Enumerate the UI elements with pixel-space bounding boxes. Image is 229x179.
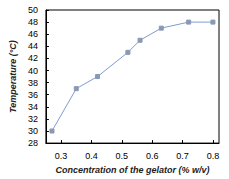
svg-text:50: 50 [28, 5, 38, 15]
svg-text:0.4: 0.4 [85, 151, 98, 161]
svg-text:36: 36 [28, 90, 38, 100]
svg-text:42: 42 [28, 53, 38, 63]
svg-text:48: 48 [28, 17, 38, 27]
svg-text:44: 44 [28, 41, 38, 51]
svg-text:38: 38 [28, 78, 38, 88]
svg-text:0.7: 0.7 [176, 151, 189, 161]
svg-text:30: 30 [28, 126, 38, 136]
svg-text:40: 40 [28, 66, 38, 76]
svg-text:46: 46 [28, 29, 38, 39]
svg-text:Temperature (°C): Temperature (°C) [8, 40, 18, 113]
svg-text:0.5: 0.5 [116, 151, 129, 161]
svg-text:Concentration of the gelator (: Concentration of the gelator (% w/v) [55, 165, 209, 175]
svg-text:0.8: 0.8 [207, 151, 220, 161]
svg-text:34: 34 [28, 102, 38, 112]
svg-text:0.6: 0.6 [146, 151, 159, 161]
svg-text:28: 28 [28, 138, 38, 148]
svg-text:32: 32 [28, 114, 38, 124]
svg-text:0.3: 0.3 [55, 151, 68, 161]
